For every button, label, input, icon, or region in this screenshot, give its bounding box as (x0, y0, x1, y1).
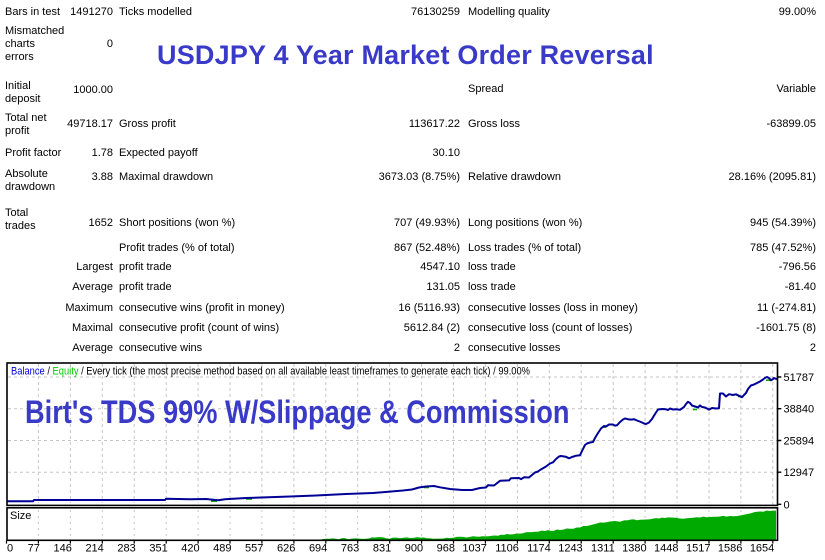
svg-text:489: 489 (213, 543, 231, 555)
svg-text:626: 626 (277, 543, 295, 555)
svg-text:351: 351 (149, 543, 167, 555)
svg-text:Size: Size (10, 510, 31, 522)
svg-text:146: 146 (54, 543, 72, 555)
svg-text:763: 763 (341, 543, 359, 555)
svg-text:Balance / Equity / Every tick: Balance / Equity / Every tick (the most … (11, 366, 530, 378)
svg-text:420: 420 (181, 543, 199, 555)
svg-text:1174: 1174 (527, 543, 551, 555)
svg-text:38840: 38840 (784, 404, 815, 416)
svg-text:0: 0 (7, 543, 13, 555)
svg-text:1037: 1037 (462, 543, 486, 555)
svg-text:1243: 1243 (558, 543, 582, 555)
svg-text:25894: 25894 (784, 436, 815, 448)
svg-text:831: 831 (373, 543, 391, 555)
svg-text:1448: 1448 (654, 543, 678, 555)
svg-text:12947: 12947 (784, 467, 815, 479)
svg-text:1311: 1311 (591, 543, 615, 555)
svg-text:77: 77 (28, 543, 40, 555)
svg-text:1517: 1517 (686, 543, 710, 555)
svg-text:557: 557 (245, 543, 263, 555)
svg-text:968: 968 (437, 543, 455, 555)
svg-text:51787: 51787 (784, 372, 815, 384)
svg-text:900: 900 (405, 543, 423, 555)
svg-text:214: 214 (85, 543, 103, 555)
svg-text:1654: 1654 (750, 543, 774, 555)
svg-text:1380: 1380 (622, 543, 646, 555)
svg-text:1106: 1106 (495, 543, 519, 555)
svg-text:694: 694 (309, 543, 327, 555)
svg-text:0: 0 (784, 499, 790, 511)
svg-text:1586: 1586 (718, 543, 742, 555)
svg-text:283: 283 (117, 543, 135, 555)
